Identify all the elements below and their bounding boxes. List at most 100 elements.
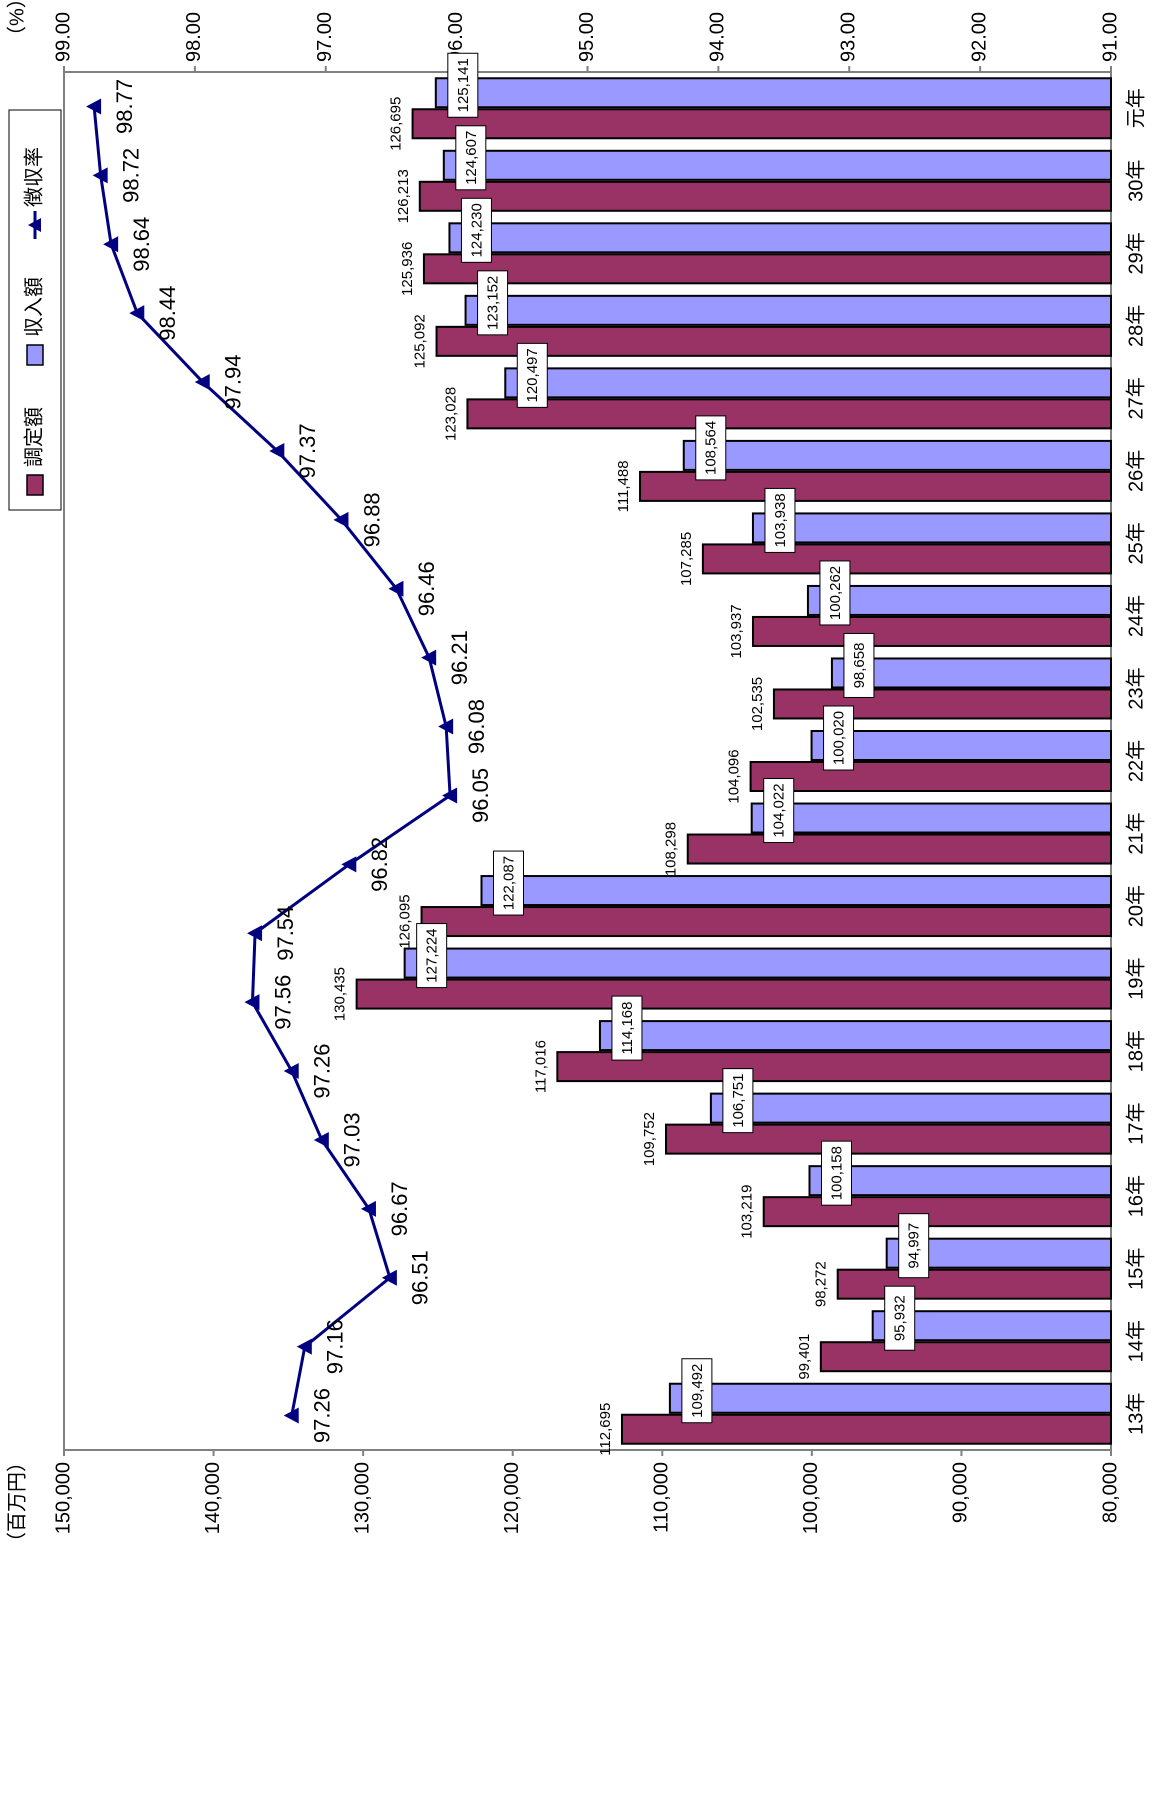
x-tick-label: 29年 xyxy=(1124,232,1147,274)
label-box xyxy=(681,1358,713,1424)
bar xyxy=(466,398,1112,430)
rate-value-label: 97.37 xyxy=(295,423,320,478)
bar-value-label: 123,152 xyxy=(485,276,502,330)
y2-tick-label: 96.00 xyxy=(445,12,467,62)
bar xyxy=(639,470,1112,502)
rate-value-label: 98.77 xyxy=(112,79,137,134)
bar xyxy=(504,367,1112,399)
rate-marker xyxy=(194,374,210,391)
bar xyxy=(808,1165,1112,1197)
label-box xyxy=(695,415,727,481)
bar xyxy=(686,833,1113,865)
bar xyxy=(598,1020,1112,1052)
label-box xyxy=(823,705,855,771)
rate-marker xyxy=(333,511,349,528)
bar-value-label: 125,936 xyxy=(399,242,416,296)
rate-value-label: 96.05 xyxy=(468,768,493,823)
bar-value-label: 124,607 xyxy=(463,131,480,185)
rate-value-label: 96.21 xyxy=(447,630,472,685)
rate-value-label: 96.08 xyxy=(464,699,489,754)
bar xyxy=(435,325,1113,357)
rate-value-label: 97.54 xyxy=(273,906,298,961)
label-box xyxy=(722,1068,754,1134)
rate-marker xyxy=(283,1063,299,1080)
bar-value-label: 122,087 xyxy=(500,856,517,910)
rate-value-label: 98.64 xyxy=(129,217,154,272)
bar-value-label: 123,028 xyxy=(442,387,459,441)
y-tick-label: 80,000 xyxy=(1099,1462,1121,1523)
label-box xyxy=(460,197,492,263)
bar-value-label: 109,752 xyxy=(641,1112,658,1166)
bar-value-label: 99,401 xyxy=(796,1334,813,1380)
rate-value-label: 96.88 xyxy=(359,492,384,547)
x-tick-label: 16年 xyxy=(1124,1175,1147,1217)
rate-marker xyxy=(313,1131,329,1148)
bar xyxy=(422,253,1112,285)
rate-value-label: 98.72 xyxy=(118,148,143,203)
y-tick-label: 110,000 xyxy=(651,1462,673,1533)
bar xyxy=(403,947,1112,979)
bar-value-label: 108,298 xyxy=(663,822,680,876)
bar-value-label: 124,230 xyxy=(468,203,485,257)
x-tick-label: 15年 xyxy=(1124,1248,1147,1290)
y-tick-label: 140,000 xyxy=(202,1462,224,1534)
rate-marker xyxy=(421,649,437,666)
bar-value-label: 117,016 xyxy=(532,1040,549,1093)
x-tick-label: 19年 xyxy=(1124,957,1147,999)
label-box xyxy=(884,1285,916,1351)
y-axis-label: （百万円） xyxy=(5,1452,28,1552)
bar xyxy=(751,615,1112,647)
rate-value-label: 96.67 xyxy=(387,1181,412,1236)
label-box xyxy=(820,1140,852,1206)
bar-value-label: 125,092 xyxy=(412,314,429,368)
rate-marker xyxy=(129,305,145,322)
legend-label: 調定額 xyxy=(22,407,45,467)
legend-box xyxy=(8,109,62,511)
rate-marker xyxy=(360,1200,376,1217)
y2-tick-label: 92.00 xyxy=(968,12,990,62)
bar xyxy=(709,1092,1112,1124)
bar xyxy=(464,294,1112,326)
bar-value-label: 111,488 xyxy=(615,460,632,512)
y-tick-label: 150,000 xyxy=(52,1462,74,1534)
rate-value-label: 96.82 xyxy=(367,837,392,892)
bar-value-label: 103,938 xyxy=(772,493,789,547)
rate-marker xyxy=(269,442,285,459)
x-tick-label: 14年 xyxy=(1124,1320,1147,1362)
x-tick-label: 18年 xyxy=(1124,1030,1147,1072)
rate-value-label: 96.51 xyxy=(408,1250,433,1305)
bar-value-label: 120,497 xyxy=(524,348,541,402)
rate-value-label: 97.26 xyxy=(310,1388,335,1443)
y2-axis-label: （%） xyxy=(5,0,28,46)
bar xyxy=(620,1413,1112,1445)
rate-marker xyxy=(388,580,404,597)
x-tick-label: 28年 xyxy=(1124,305,1147,347)
bar-value-label: 100,158 xyxy=(828,1146,845,1200)
label-box xyxy=(492,850,524,916)
bar xyxy=(480,875,1112,907)
bar xyxy=(682,439,1112,471)
y2-tick-label: 91.00 xyxy=(1099,12,1121,62)
y-tick-label: 100,000 xyxy=(800,1462,822,1534)
bar-value-label: 103,219 xyxy=(739,1185,756,1239)
bar xyxy=(420,906,1113,938)
legend-marker xyxy=(28,218,41,232)
bar-value-label: 106,751 xyxy=(730,1074,747,1128)
rate-marker xyxy=(381,1269,397,1286)
bar-value-label: 100,262 xyxy=(827,566,844,620)
rate-marker xyxy=(442,787,458,804)
bar-value-label: 114,168 xyxy=(619,1002,636,1055)
legend-swatch xyxy=(26,344,44,366)
y-tick-label: 120,000 xyxy=(501,1462,523,1534)
bar xyxy=(418,180,1112,212)
label-box xyxy=(843,632,875,698)
bar xyxy=(448,222,1112,254)
bar-value-label: 98,658 xyxy=(851,643,868,689)
bar-value-label: 103,937 xyxy=(728,604,745,658)
bar xyxy=(819,1341,1112,1373)
bar xyxy=(701,543,1112,575)
label-box xyxy=(898,1213,930,1279)
rate-marker xyxy=(283,1407,299,1424)
